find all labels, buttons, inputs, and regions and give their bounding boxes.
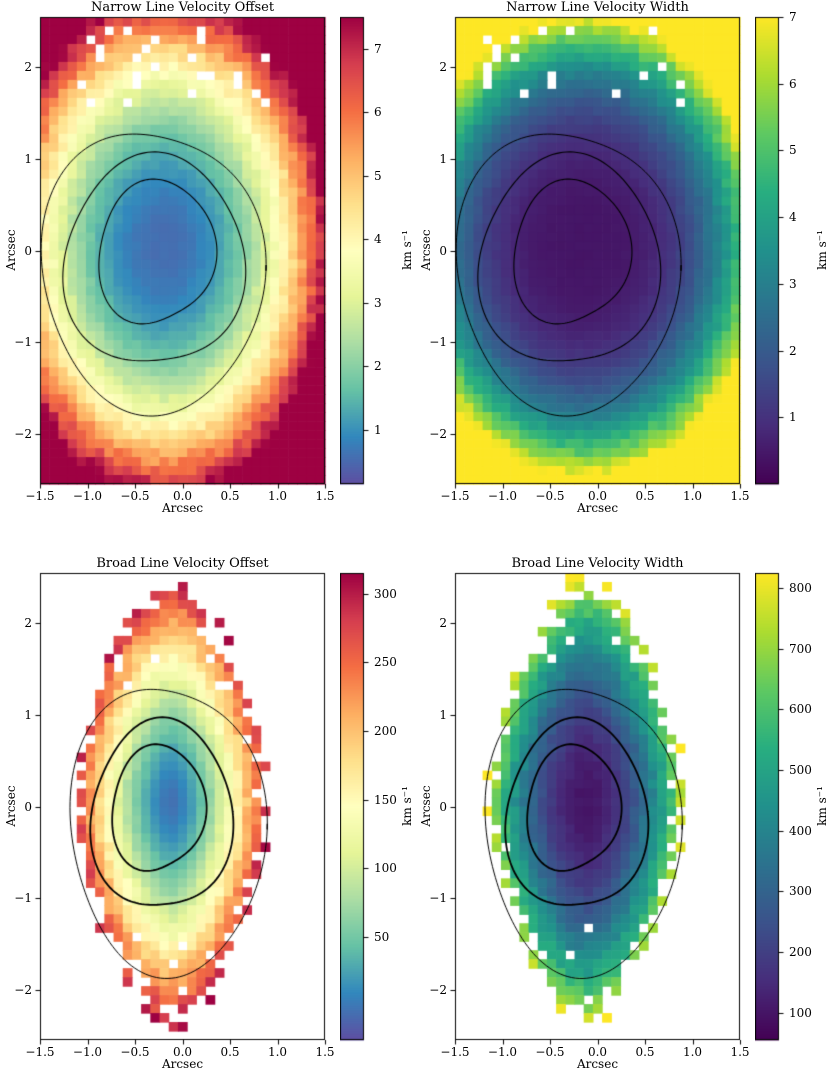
tick-label: −1.0	[72, 1045, 103, 1059]
tick-label: 3	[374, 295, 382, 310]
tick-label: 200	[374, 723, 397, 738]
tick-label: 100	[374, 861, 397, 876]
tick-label: −0.5	[535, 489, 565, 503]
tick-label: −1.5	[440, 489, 470, 503]
tick-label: 300	[374, 586, 397, 601]
tick-label: 1.0	[682, 489, 703, 503]
tick-label: −1.0	[487, 1045, 518, 1059]
tick-label: 0	[24, 243, 32, 258]
tick-label: 200	[789, 945, 812, 960]
tick-label: 0.5	[635, 1045, 655, 1059]
tick-label: −2	[429, 982, 447, 997]
tick-label: 600	[789, 702, 812, 717]
tick-label: −1.0	[487, 489, 518, 503]
tick-label: −1	[14, 335, 32, 350]
tick-label: 2	[24, 60, 32, 74]
heatmap-canvas	[34, 11, 331, 490]
tick-label: −1.0	[72, 489, 103, 503]
colorbar-canvas	[755, 11, 801, 490]
tick-label: 0	[24, 799, 32, 814]
tick-label: 150	[374, 792, 397, 807]
tick-label: 7	[374, 41, 382, 56]
tick-label: 1.0	[682, 1045, 703, 1059]
tick-label: 0	[439, 243, 447, 258]
tick-label: 0.0	[172, 489, 193, 503]
tick-label: 400	[789, 823, 812, 838]
panel-broad-line-velocity-offset: Broad Line Velocity Offset Arcsec Arcsec…	[0, 556, 415, 1092]
tick-label: 2	[24, 616, 32, 630]
tick-label: 0.5	[220, 1045, 240, 1059]
tick-label: −1	[429, 335, 447, 350]
tick-label: −1	[14, 891, 32, 906]
tick-label: −0.5	[120, 1045, 150, 1059]
tick-label: 6	[789, 76, 797, 91]
colorbar-label: km s⁻¹	[815, 230, 829, 270]
tick-label: 700	[789, 641, 812, 656]
tick-label: −2	[14, 426, 32, 441]
x-axis-label: Arcsec	[576, 1057, 619, 1071]
heatmap-canvas	[449, 567, 746, 1046]
tick-label: 0.0	[587, 1045, 608, 1059]
x-axis-label: Arcsec	[161, 501, 204, 515]
tick-label: 50	[374, 929, 390, 944]
x-axis-label: Arcsec	[161, 1057, 204, 1071]
tick-label: 3	[789, 276, 797, 291]
tick-label: 2	[439, 60, 447, 74]
tick-label: 1.5	[730, 489, 750, 503]
tick-label: −1	[429, 891, 447, 906]
tick-label: 1	[439, 151, 447, 166]
tick-label: 100	[789, 1005, 812, 1020]
tick-label: 800	[789, 581, 812, 596]
tick-label: 0.5	[220, 489, 240, 503]
tick-label: 250	[374, 655, 397, 670]
tick-label: 2	[439, 616, 447, 630]
panel-narrow-line-velocity-offset: Narrow Line Velocity Offset Arcsec Arcse…	[0, 0, 415, 536]
panel-broad-line-velocity-width: Broad Line Velocity Width Arcsec Arcsec …	[415, 556, 830, 1092]
tick-label: −2	[429, 426, 447, 441]
tick-label: 300	[789, 884, 812, 899]
tick-label: −1.5	[440, 1045, 470, 1059]
tick-label: 2	[374, 359, 382, 374]
tick-label: 1.5	[730, 1045, 750, 1059]
tick-label: 0.5	[635, 489, 655, 503]
tick-label: 1	[789, 410, 797, 425]
tick-label: −1.5	[25, 489, 55, 503]
tick-label: −0.5	[535, 1045, 565, 1059]
tick-label: 500	[789, 763, 812, 778]
tick-label: 1.0	[267, 1045, 288, 1059]
tick-label: −2	[14, 982, 32, 997]
colorbar-canvas	[755, 567, 801, 1046]
tick-label: 0.0	[172, 1045, 193, 1059]
heatmap-canvas	[449, 11, 746, 490]
tick-label: 4	[374, 232, 382, 247]
tick-label: −0.5	[120, 489, 150, 503]
tick-label: 1	[24, 151, 32, 166]
tick-label: 1	[439, 707, 447, 722]
heatmap-canvas	[34, 567, 331, 1046]
tick-label: 2	[789, 343, 797, 358]
tick-label: 5	[789, 143, 797, 158]
tick-label: 1.5	[315, 1045, 335, 1059]
tick-label: 1.5	[315, 489, 335, 503]
tick-label: 7	[789, 10, 797, 24]
tick-label: 0	[439, 799, 447, 814]
tick-label: 1	[374, 422, 382, 437]
tick-label: 1.0	[267, 489, 288, 503]
tick-label: 4	[789, 210, 797, 225]
tick-label: −1.5	[25, 1045, 55, 1059]
colorbar-canvas	[340, 11, 386, 490]
tick-label: 6	[374, 105, 382, 120]
x-axis-label: Arcsec	[576, 501, 619, 515]
tick-label: 0.0	[587, 489, 608, 503]
colorbar-canvas	[340, 567, 386, 1046]
tick-label: 5	[374, 168, 382, 183]
tick-label: 1	[24, 707, 32, 722]
panel-narrow-line-velocity-width: Narrow Line Velocity Width Arcsec Arcsec…	[415, 0, 830, 536]
